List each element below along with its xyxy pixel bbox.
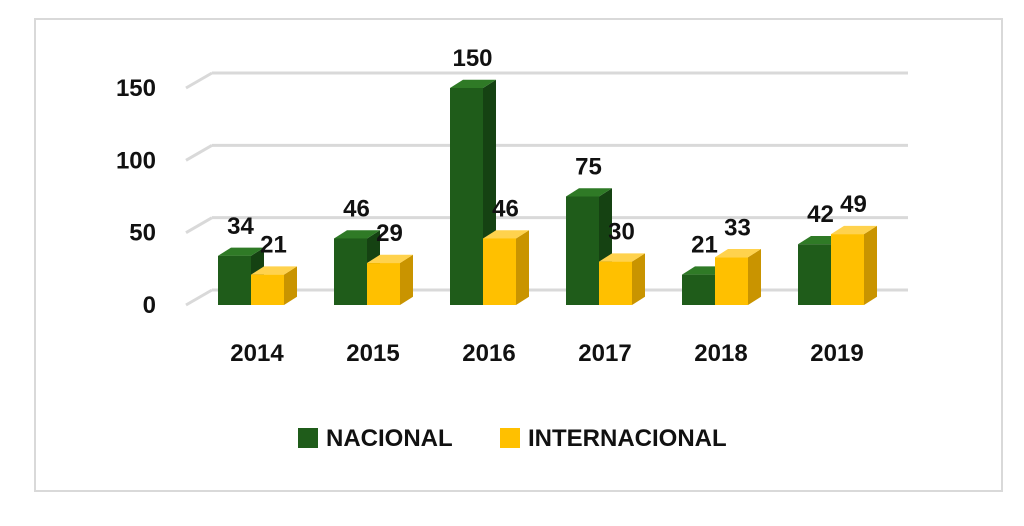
data-label: 29 [376, 220, 403, 247]
grid-depth-line [185, 144, 213, 162]
y-tick-label: 50 [129, 220, 156, 247]
bar [367, 254, 413, 305]
bar-top [367, 254, 413, 264]
y-tick-label: 100 [116, 147, 156, 174]
bar-top [831, 225, 877, 235]
data-label: 33 [724, 214, 751, 241]
data-label: 30 [608, 219, 635, 246]
y-tick-label: 150 [116, 75, 156, 102]
bar-side [400, 254, 413, 305]
bar-top [251, 266, 297, 275]
bar-top [450, 79, 496, 88]
data-label: 34 [227, 213, 254, 240]
y-tick-label: 0 [143, 292, 156, 319]
bar-side [748, 249, 761, 305]
data-label: 46 [343, 195, 370, 222]
legend-swatch [298, 428, 318, 448]
data-label: 46 [492, 195, 519, 222]
bar [831, 225, 877, 305]
legend-label: NACIONAL [326, 425, 453, 452]
bar-front [599, 261, 632, 305]
bar-side [864, 225, 877, 305]
legend: NACIONAL INTERNACIONAL [298, 425, 727, 452]
bar [483, 230, 529, 305]
data-label: 150 [452, 45, 492, 72]
legend-label: INTERNACIONAL [528, 425, 727, 452]
x-tick-label: 2019 [810, 340, 863, 367]
x-tick-label: 2018 [694, 340, 747, 367]
bar-front [682, 274, 715, 305]
data-label: 21 [691, 232, 718, 259]
data-label: 42 [807, 201, 834, 228]
bar-side [284, 266, 297, 305]
bar-top [599, 253, 645, 262]
x-tick-label: 2014 [230, 340, 284, 367]
bar-front [566, 196, 599, 305]
grid-depth-line [185, 216, 213, 234]
bar-front [251, 274, 284, 305]
bar-front [483, 238, 516, 305]
x-tick-label: 2015 [346, 340, 399, 367]
bar-top [483, 230, 529, 239]
bar-top [218, 247, 264, 256]
legend-swatch [500, 428, 520, 448]
bar [715, 249, 761, 305]
bar [566, 188, 612, 305]
x-tick-label: 2016 [462, 340, 515, 367]
bar-front [798, 244, 831, 305]
data-label: 75 [575, 154, 602, 181]
bar-front [831, 234, 864, 305]
bar-front [450, 88, 483, 305]
data-label: 49 [840, 191, 867, 218]
bar-top [566, 188, 612, 197]
bar [599, 253, 645, 305]
bar-front [218, 255, 251, 305]
x-tick-label: 2017 [578, 340, 631, 367]
bar-front [334, 238, 367, 305]
grid-depth-line [185, 71, 213, 90]
bar-front [715, 257, 748, 305]
bar-front [367, 263, 400, 305]
bar [251, 266, 297, 305]
bar-side [632, 253, 645, 305]
bar-side [516, 230, 529, 305]
data-label: 21 [260, 232, 287, 259]
bar-top [715, 249, 761, 258]
bar-top [334, 230, 380, 239]
grid-depth-line [185, 288, 213, 307]
